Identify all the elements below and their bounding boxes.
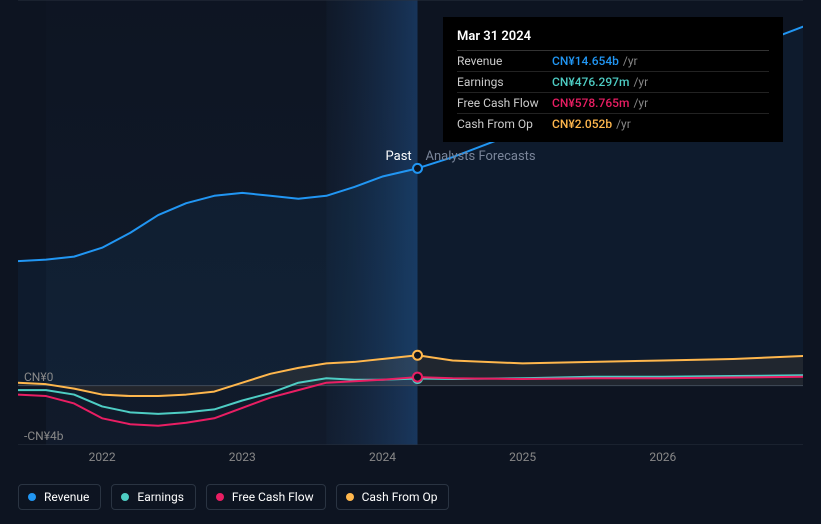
x-axis-tick-label: 2023 xyxy=(229,450,256,464)
x-axis-tick-label: 2024 xyxy=(369,450,396,464)
tooltip-metric-label: Earnings xyxy=(457,75,552,89)
tooltip-metric-value: CN¥2.052b/yr xyxy=(552,117,631,131)
legend-dot-icon xyxy=(346,493,354,501)
y-axis-tick-label: -CN¥4b xyxy=(24,429,63,443)
legend-item-cfo[interactable]: Cash From Op xyxy=(336,484,450,510)
tooltip-date: Mar 31 2024 xyxy=(457,25,769,51)
chart-legend: Revenue Earnings Free Cash Flow Cash From O… xyxy=(18,484,449,510)
past-section-label: Past xyxy=(386,149,412,164)
forecast-section-label: Analysts Forecasts xyxy=(426,149,536,164)
x-axis-tick-label: 2025 xyxy=(509,450,536,464)
legend-label: Free Cash Flow xyxy=(232,490,314,504)
x-axis-labels: 2022 2023 2024 2025 2026 xyxy=(18,450,803,470)
legend-item-earnings[interactable]: Earnings xyxy=(111,484,196,510)
tooltip-metric-value: CN¥578.765m/yr xyxy=(552,96,648,110)
tooltip-metric-label: Cash From Op xyxy=(457,117,552,131)
legend-label: Revenue xyxy=(44,490,89,504)
tooltip-row: RevenueCN¥14.654b/yr xyxy=(457,51,769,72)
tooltip-metric-value: CN¥14.654b/yr xyxy=(552,54,638,68)
legend-label: Cash From Op xyxy=(362,490,438,504)
tooltip-metric-value: CN¥476.297m/yr xyxy=(552,75,648,89)
tooltip-metric-label: Revenue xyxy=(457,54,552,68)
legend-dot-icon xyxy=(216,493,224,501)
legend-item-revenue[interactable]: Revenue xyxy=(18,484,101,510)
tooltip-row: Free Cash FlowCN¥578.765m/yr xyxy=(457,93,769,114)
tooltip-row: Cash From OpCN¥2.052b/yr xyxy=(457,114,769,134)
y-axis-tick-label: CN¥0 xyxy=(24,370,53,384)
x-axis-tick-label: 2026 xyxy=(649,450,676,464)
tooltip-row: EarningsCN¥476.297m/yr xyxy=(457,72,769,93)
tooltip-metric-label: Free Cash Flow xyxy=(457,96,552,110)
legend-item-fcf[interactable]: Free Cash Flow xyxy=(206,484,326,510)
legend-label: Earnings xyxy=(137,490,184,504)
legend-dot-icon xyxy=(121,493,129,501)
legend-dot-icon xyxy=(28,493,36,501)
x-axis-tick-label: 2022 xyxy=(89,450,116,464)
hover-tooltip: Mar 31 2024 RevenueCN¥14.654b/yrEarnings… xyxy=(443,17,783,142)
